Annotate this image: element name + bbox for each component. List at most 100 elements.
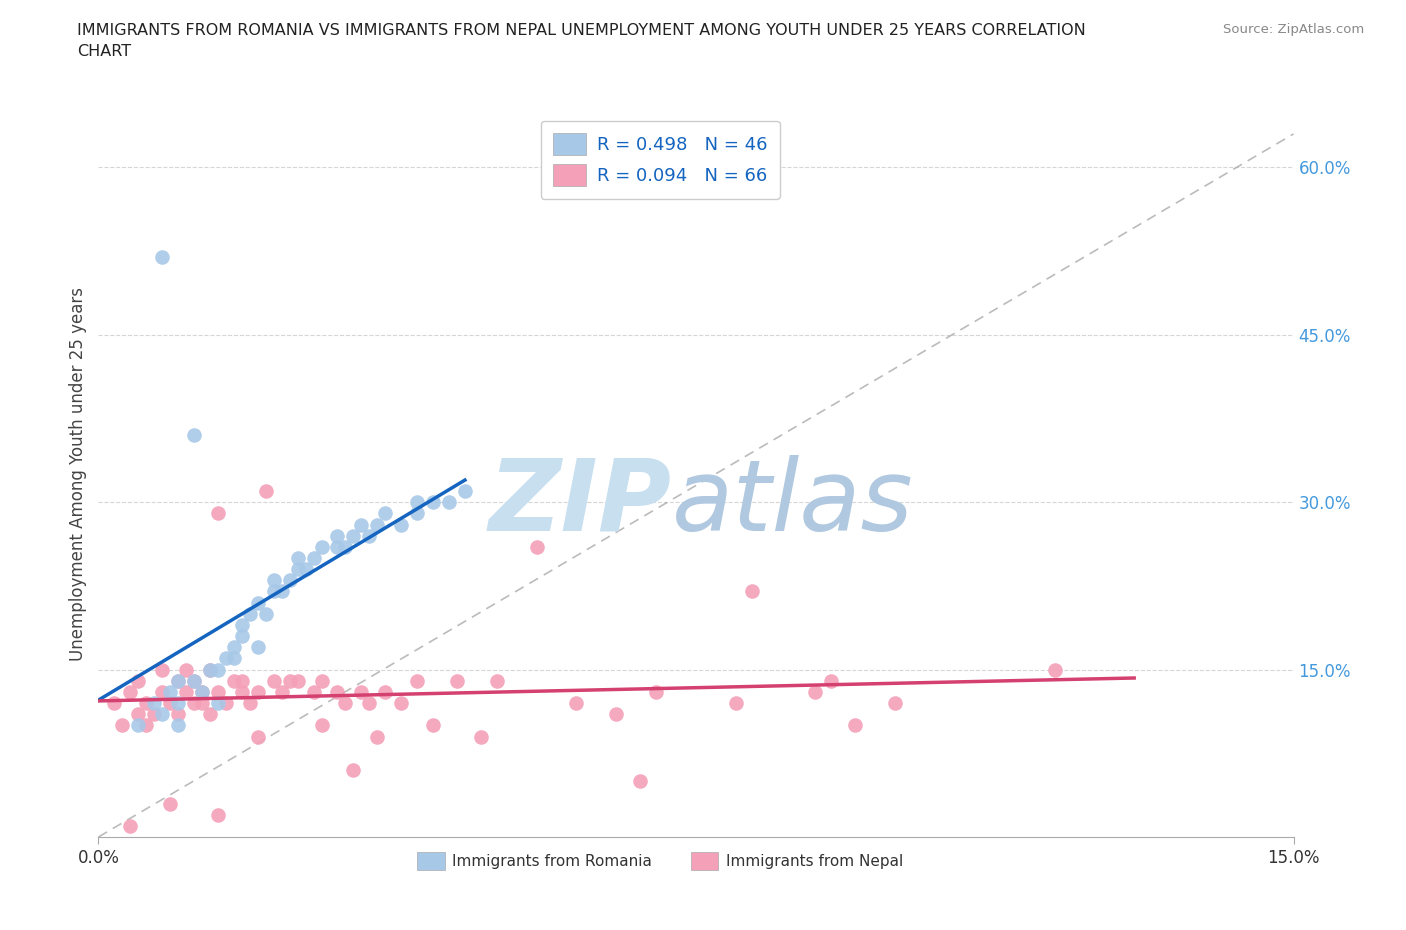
Point: [302, 551, 325, 565]
Point: [326, 528, 349, 543]
Point: [1043, 662, 1066, 677]
Point: [287, 562, 309, 577]
Text: Source: ZipAtlas.com: Source: ZipAtlas.com: [1223, 23, 1364, 36]
Point: [174, 662, 197, 677]
Point: [884, 696, 907, 711]
Point: [246, 684, 269, 699]
Point: [342, 528, 364, 543]
Point: [143, 696, 166, 711]
Point: [246, 729, 269, 744]
Legend: Immigrants from Romania, Immigrants from Nepal: Immigrants from Romania, Immigrants from…: [411, 845, 910, 876]
Point: [231, 684, 253, 699]
Point: [167, 673, 190, 688]
Point: [422, 495, 444, 510]
Point: [359, 528, 381, 543]
Point: [270, 684, 292, 699]
Point: [263, 584, 285, 599]
Point: [287, 673, 309, 688]
Point: [389, 517, 412, 532]
Point: [167, 696, 190, 711]
Point: [485, 673, 508, 688]
Point: [198, 662, 221, 677]
Point: [174, 684, 197, 699]
Point: [287, 551, 309, 565]
Point: [335, 539, 357, 554]
Point: [159, 684, 181, 699]
Point: [374, 684, 396, 699]
Point: [150, 662, 173, 677]
Point: [135, 696, 157, 711]
Point: [270, 584, 292, 599]
Point: [350, 517, 373, 532]
Text: IMMIGRANTS FROM ROMANIA VS IMMIGRANTS FROM NEPAL UNEMPLOYMENT AMONG YOUTH UNDER : IMMIGRANTS FROM ROMANIA VS IMMIGRANTS FR…: [77, 23, 1085, 38]
Point: [406, 506, 429, 521]
Point: [150, 249, 173, 264]
Point: [263, 673, 285, 688]
Point: [335, 696, 357, 711]
Point: [103, 696, 125, 711]
Point: [526, 539, 548, 554]
Point: [724, 696, 747, 711]
Point: [628, 774, 651, 789]
Point: [311, 718, 333, 733]
Point: [406, 495, 429, 510]
Point: [263, 573, 285, 588]
Point: [278, 673, 301, 688]
Point: [191, 684, 214, 699]
Point: [366, 729, 388, 744]
Point: [127, 707, 149, 722]
Point: [231, 618, 253, 632]
Point: [605, 707, 627, 722]
Point: [246, 595, 269, 610]
Point: [311, 539, 333, 554]
Point: [207, 506, 229, 521]
Point: [350, 684, 373, 699]
Point: [302, 684, 325, 699]
Point: [207, 696, 229, 711]
Point: [167, 673, 190, 688]
Point: [215, 696, 238, 711]
Point: [470, 729, 492, 744]
Point: [167, 718, 190, 733]
Point: [183, 673, 205, 688]
Point: [191, 696, 214, 711]
Point: [207, 662, 229, 677]
Point: [342, 763, 364, 777]
Point: [389, 696, 412, 711]
Point: [127, 673, 149, 688]
Point: [645, 684, 668, 699]
Point: [254, 606, 277, 621]
Point: [406, 673, 429, 688]
Point: [820, 673, 842, 688]
Point: [222, 673, 245, 688]
Point: [231, 673, 253, 688]
Point: [150, 684, 173, 699]
Point: [215, 651, 238, 666]
Text: atlas: atlas: [672, 455, 914, 551]
Point: [254, 484, 277, 498]
Point: [246, 640, 269, 655]
Point: [231, 629, 253, 644]
Point: [741, 584, 763, 599]
Point: [183, 673, 205, 688]
Point: [167, 707, 190, 722]
Point: [127, 718, 149, 733]
Point: [111, 718, 134, 733]
Point: [446, 673, 468, 688]
Point: [326, 684, 349, 699]
Point: [239, 606, 262, 621]
Point: [311, 673, 333, 688]
Point: [120, 684, 142, 699]
Point: [207, 807, 229, 822]
Point: [207, 684, 229, 699]
Point: [150, 707, 173, 722]
Point: [198, 707, 221, 722]
Y-axis label: Unemployment Among Youth under 25 years: Unemployment Among Youth under 25 years: [69, 287, 87, 661]
Point: [159, 696, 181, 711]
Point: [565, 696, 588, 711]
Point: [135, 718, 157, 733]
Point: [222, 640, 245, 655]
Point: [804, 684, 827, 699]
Point: [159, 796, 181, 811]
Point: [359, 696, 381, 711]
